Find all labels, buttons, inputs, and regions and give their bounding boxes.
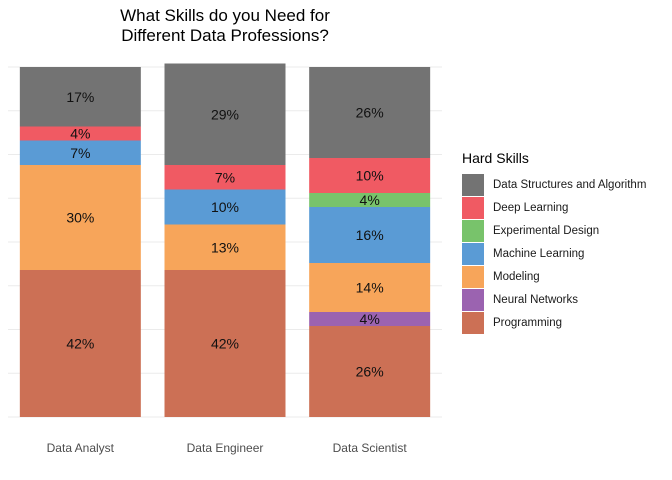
legend-swatch [462, 196, 484, 219]
data-label: 14% [356, 280, 384, 296]
bar-segment [309, 312, 431, 326]
bar-segment [309, 193, 431, 207]
data-labels: 42% 30% 7% 4% 17% 42% 13% 10% 7% 29% 26% 4% 14% 16% 4%… [66, 89, 383, 380]
legend-swatch [462, 219, 484, 242]
legend-label: Programming [493, 316, 563, 329]
bar-segment [19, 67, 141, 127]
legend-items: Data Structures and Algorithm Deep Learni… [462, 173, 667, 334]
legend-item: Deep Learning [462, 196, 667, 219]
bar-segment [309, 67, 431, 158]
bar-segment [164, 63, 286, 165]
bar-segment [164, 189, 286, 225]
legend-label: Machine Learning [493, 247, 585, 260]
legend-item: Data Structures and Algorithm [462, 173, 667, 196]
data-label: 26% [356, 105, 384, 121]
chart-title: What Skills do you Need for Different Da… [0, 6, 450, 46]
data-label: 10% [211, 199, 239, 215]
data-label: 4% [70, 126, 90, 142]
legend-swatch [462, 242, 484, 265]
legend-item: Modeling [462, 265, 667, 288]
bar-segment [309, 263, 431, 312]
data-label: 16% [356, 227, 384, 243]
x-tick-label: Data Analyst [47, 441, 115, 455]
legend-swatch [462, 311, 484, 334]
data-label: 10% [356, 168, 384, 184]
chart-title-line-2: Different Data Professions? [121, 26, 329, 45]
legend-item: Programming [462, 311, 667, 334]
legend-swatch [462, 173, 484, 196]
bar-segment [164, 165, 286, 190]
data-label: 4% [360, 192, 380, 208]
bar-segment [309, 158, 431, 193]
legend-swatch [462, 288, 484, 311]
data-label: 42% [66, 336, 94, 352]
data-label: 29% [211, 106, 239, 122]
legend: Hard Skills Data Structures and Algorith… [462, 150, 667, 334]
bar-segment [309, 207, 431, 263]
data-label: 42% [211, 336, 239, 352]
data-label: 4% [360, 311, 380, 327]
bar-segment [19, 165, 141, 270]
legend-item: Machine Learning [462, 242, 667, 265]
bar-segment [309, 326, 431, 417]
legend-item: Neural Networks [462, 288, 667, 311]
data-label: 13% [211, 239, 239, 255]
legend-title: Hard Skills [462, 150, 529, 166]
legend-label: Neural Networks [493, 293, 578, 306]
data-label: 30% [66, 210, 94, 226]
bars [19, 63, 431, 417]
legend-item: Experimental Design [462, 219, 667, 242]
x-tick-label: Data Engineer [187, 441, 264, 455]
bar-segment [164, 270, 286, 417]
bar-segment [19, 126, 141, 141]
bar-segment [19, 140, 141, 165]
legend-label: Deep Learning [493, 201, 569, 214]
data-label: 7% [215, 169, 235, 185]
x-tick-label: Data Scientist [333, 441, 408, 455]
data-label: 7% [70, 145, 90, 161]
legend-swatch [462, 265, 484, 288]
chart-title-line-1: What Skills do you Need for [120, 6, 330, 25]
data-label: 26% [356, 364, 384, 380]
legend-label: Experimental Design [493, 224, 600, 237]
data-label: 17% [66, 89, 94, 105]
legend-label: Data Structures and Algorithm [493, 178, 647, 191]
bar-segment [164, 224, 286, 270]
bar-segment [19, 270, 141, 417]
legend-label: Modeling [493, 270, 540, 283]
